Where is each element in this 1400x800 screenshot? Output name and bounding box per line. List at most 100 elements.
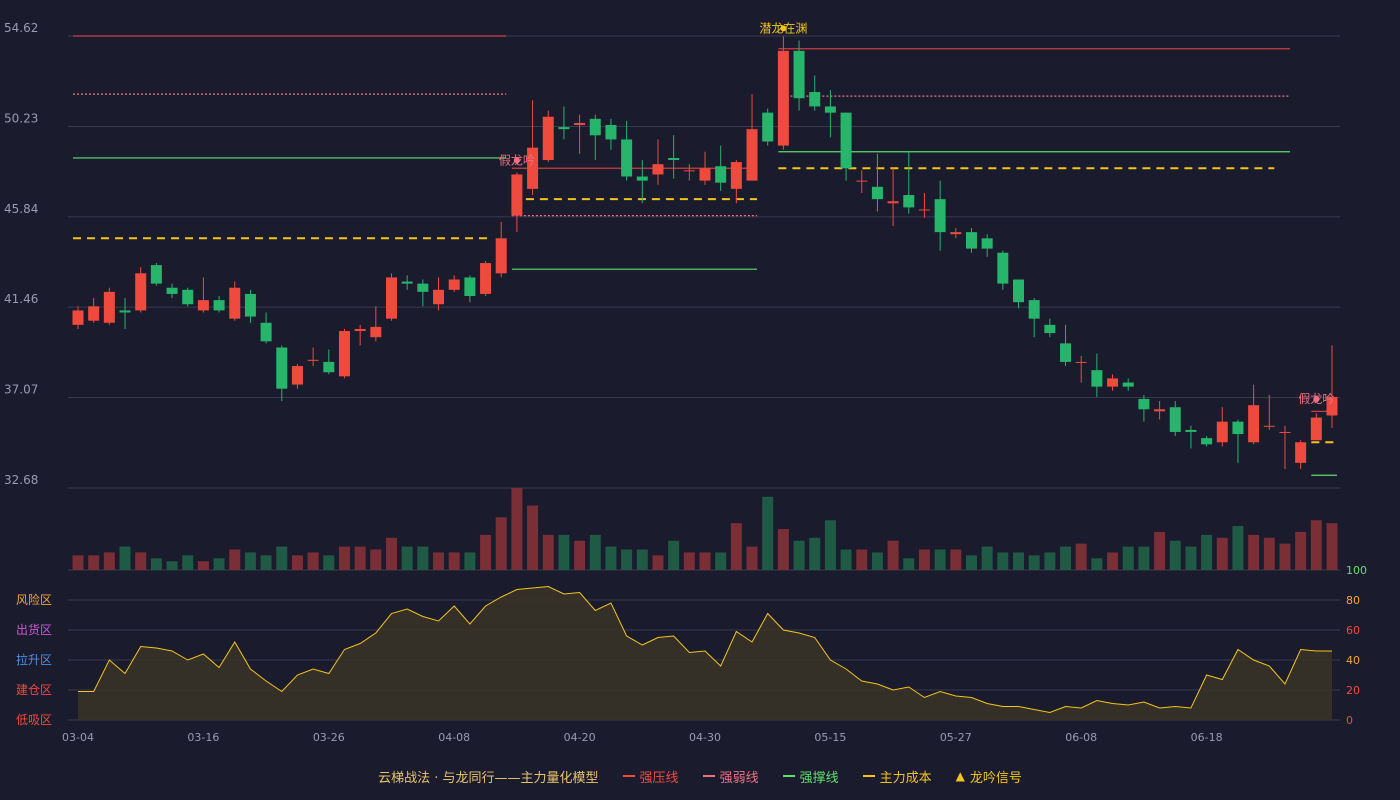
level-lines: [73, 35, 1337, 476]
candle-body: [119, 310, 131, 313]
legend-item-resistance[interactable]: 强压线: [622, 767, 679, 786]
x-tick-label: 04-20: [564, 731, 596, 744]
dashed-line-icon: [702, 775, 715, 777]
price-tick-label: 37.07: [4, 383, 38, 397]
volume-bar: [291, 555, 303, 570]
candle-body: [809, 92, 821, 107]
candle-body: [950, 232, 962, 235]
volume-bar: [824, 520, 836, 570]
candle-body: [307, 359, 319, 361]
volume-bar: [793, 540, 805, 570]
x-tick-label: 05-15: [814, 731, 846, 744]
volume-bar: [197, 561, 209, 570]
osc-tick-label: 100: [1346, 564, 1367, 577]
grid-lines: [68, 35, 1340, 721]
candle-body: [182, 289, 194, 305]
candle-body: [291, 366, 303, 385]
candle-body: [354, 328, 366, 332]
candle-body: [589, 118, 601, 136]
candle-body: [323, 361, 335, 373]
volume-bar: [1169, 540, 1181, 570]
volume-bar: [464, 552, 476, 570]
candle-body: [683, 170, 695, 172]
candle-body: [150, 265, 162, 284]
volume-bar: [338, 546, 350, 570]
volume-bar: [323, 555, 335, 570]
candle-body: [699, 168, 711, 181]
candle-body: [401, 281, 413, 284]
candle-body: [840, 112, 852, 169]
candle-body: [1232, 421, 1244, 435]
x-tick-label: 04-30: [689, 731, 721, 744]
price-tick-label: 41.46: [4, 292, 38, 306]
legend-label: 强压线: [639, 770, 679, 786]
candle-body: [1310, 417, 1322, 441]
legend-item-support[interactable]: 强撑线: [782, 767, 839, 786]
candle-body: [934, 199, 946, 233]
volume-bar: [401, 546, 413, 570]
volume-bar: [1326, 523, 1338, 570]
volume-bar: [730, 523, 742, 570]
volume-bar: [213, 558, 225, 570]
volume-bar: [542, 534, 554, 570]
volume-bars: [72, 488, 1338, 570]
axis-labels: 32.68 37.07 41.46 45.84 50.23 54.62 0 20 40 60 80 1…: [4, 21, 1367, 744]
candle-body: [260, 322, 272, 342]
candle-body: [981, 238, 993, 249]
volume-bar: [1060, 546, 1072, 570]
x-tick-label: 03-26: [313, 731, 345, 744]
oscillator-line: [78, 585, 1332, 714]
volume-bar: [574, 540, 586, 570]
volume-bar: [417, 546, 429, 570]
volume-bar: [72, 555, 84, 570]
osc-tick-label: 40: [1346, 654, 1360, 667]
candle-body: [605, 124, 617, 140]
x-tick-label: 03-16: [187, 731, 219, 744]
signal-labels: 假龙吟潜龙在渊假龙吟: [499, 21, 1334, 406]
volume-bar: [762, 496, 774, 570]
chart-legend: 云梯战法 · 与龙同行——主力量化模型 强压线 强弱线 强撑线 主力成本 ▲ 龙…: [0, 762, 1400, 790]
candle-body: [715, 166, 727, 183]
candle-body: [433, 289, 445, 305]
volume-bar: [1091, 558, 1103, 570]
osc-tick-label: 80: [1346, 594, 1360, 607]
volume-bar: [699, 552, 711, 570]
volume-bar: [997, 552, 1009, 570]
legend-item-cost[interactable]: 主力成本: [862, 767, 932, 786]
legend-item-signal[interactable]: ▲ 龙吟信号: [956, 767, 1022, 786]
legend-label: 主力成本: [879, 770, 932, 786]
legend-item-weak[interactable]: 强弱线: [702, 767, 759, 786]
candles: [72, 36, 1338, 470]
candle-body: [1122, 382, 1134, 387]
volume-bar: [965, 555, 977, 570]
candle-body: [668, 157, 680, 161]
volume-bar: [1138, 546, 1150, 570]
price-tick-label: 54.62: [4, 21, 38, 35]
legend-title: 云梯战法 · 与龙同行——主力量化模型: [378, 770, 599, 786]
x-tick-label: 05-27: [940, 731, 972, 744]
volume-bar: [558, 534, 570, 570]
candle-body: [1013, 279, 1024, 303]
candle-body: [871, 186, 883, 200]
x-tick-label: 04-08: [438, 731, 470, 744]
volume-bar: [1075, 543, 1087, 570]
candle-body: [1279, 431, 1291, 433]
volume-bar: [683, 552, 695, 570]
candle-body: [1060, 343, 1072, 362]
price-tick-label: 50.23: [4, 111, 38, 125]
volume-bar: [260, 555, 272, 570]
volume-bar: [1013, 552, 1024, 570]
volume-bar: [777, 529, 789, 570]
volume-bar: [370, 549, 382, 570]
candle-body: [1201, 438, 1213, 445]
volume-bar: [668, 540, 680, 570]
candle-body: [511, 174, 523, 216]
candle-body: [370, 326, 382, 338]
volume-bar: [166, 561, 178, 570]
volume-bar: [809, 537, 821, 570]
signal-dot: [1313, 396, 1320, 403]
volume-bar: [182, 555, 194, 570]
volume-bar: [1263, 537, 1275, 570]
osc-tick-label: 0: [1346, 714, 1353, 727]
volume-bar: [950, 549, 962, 570]
